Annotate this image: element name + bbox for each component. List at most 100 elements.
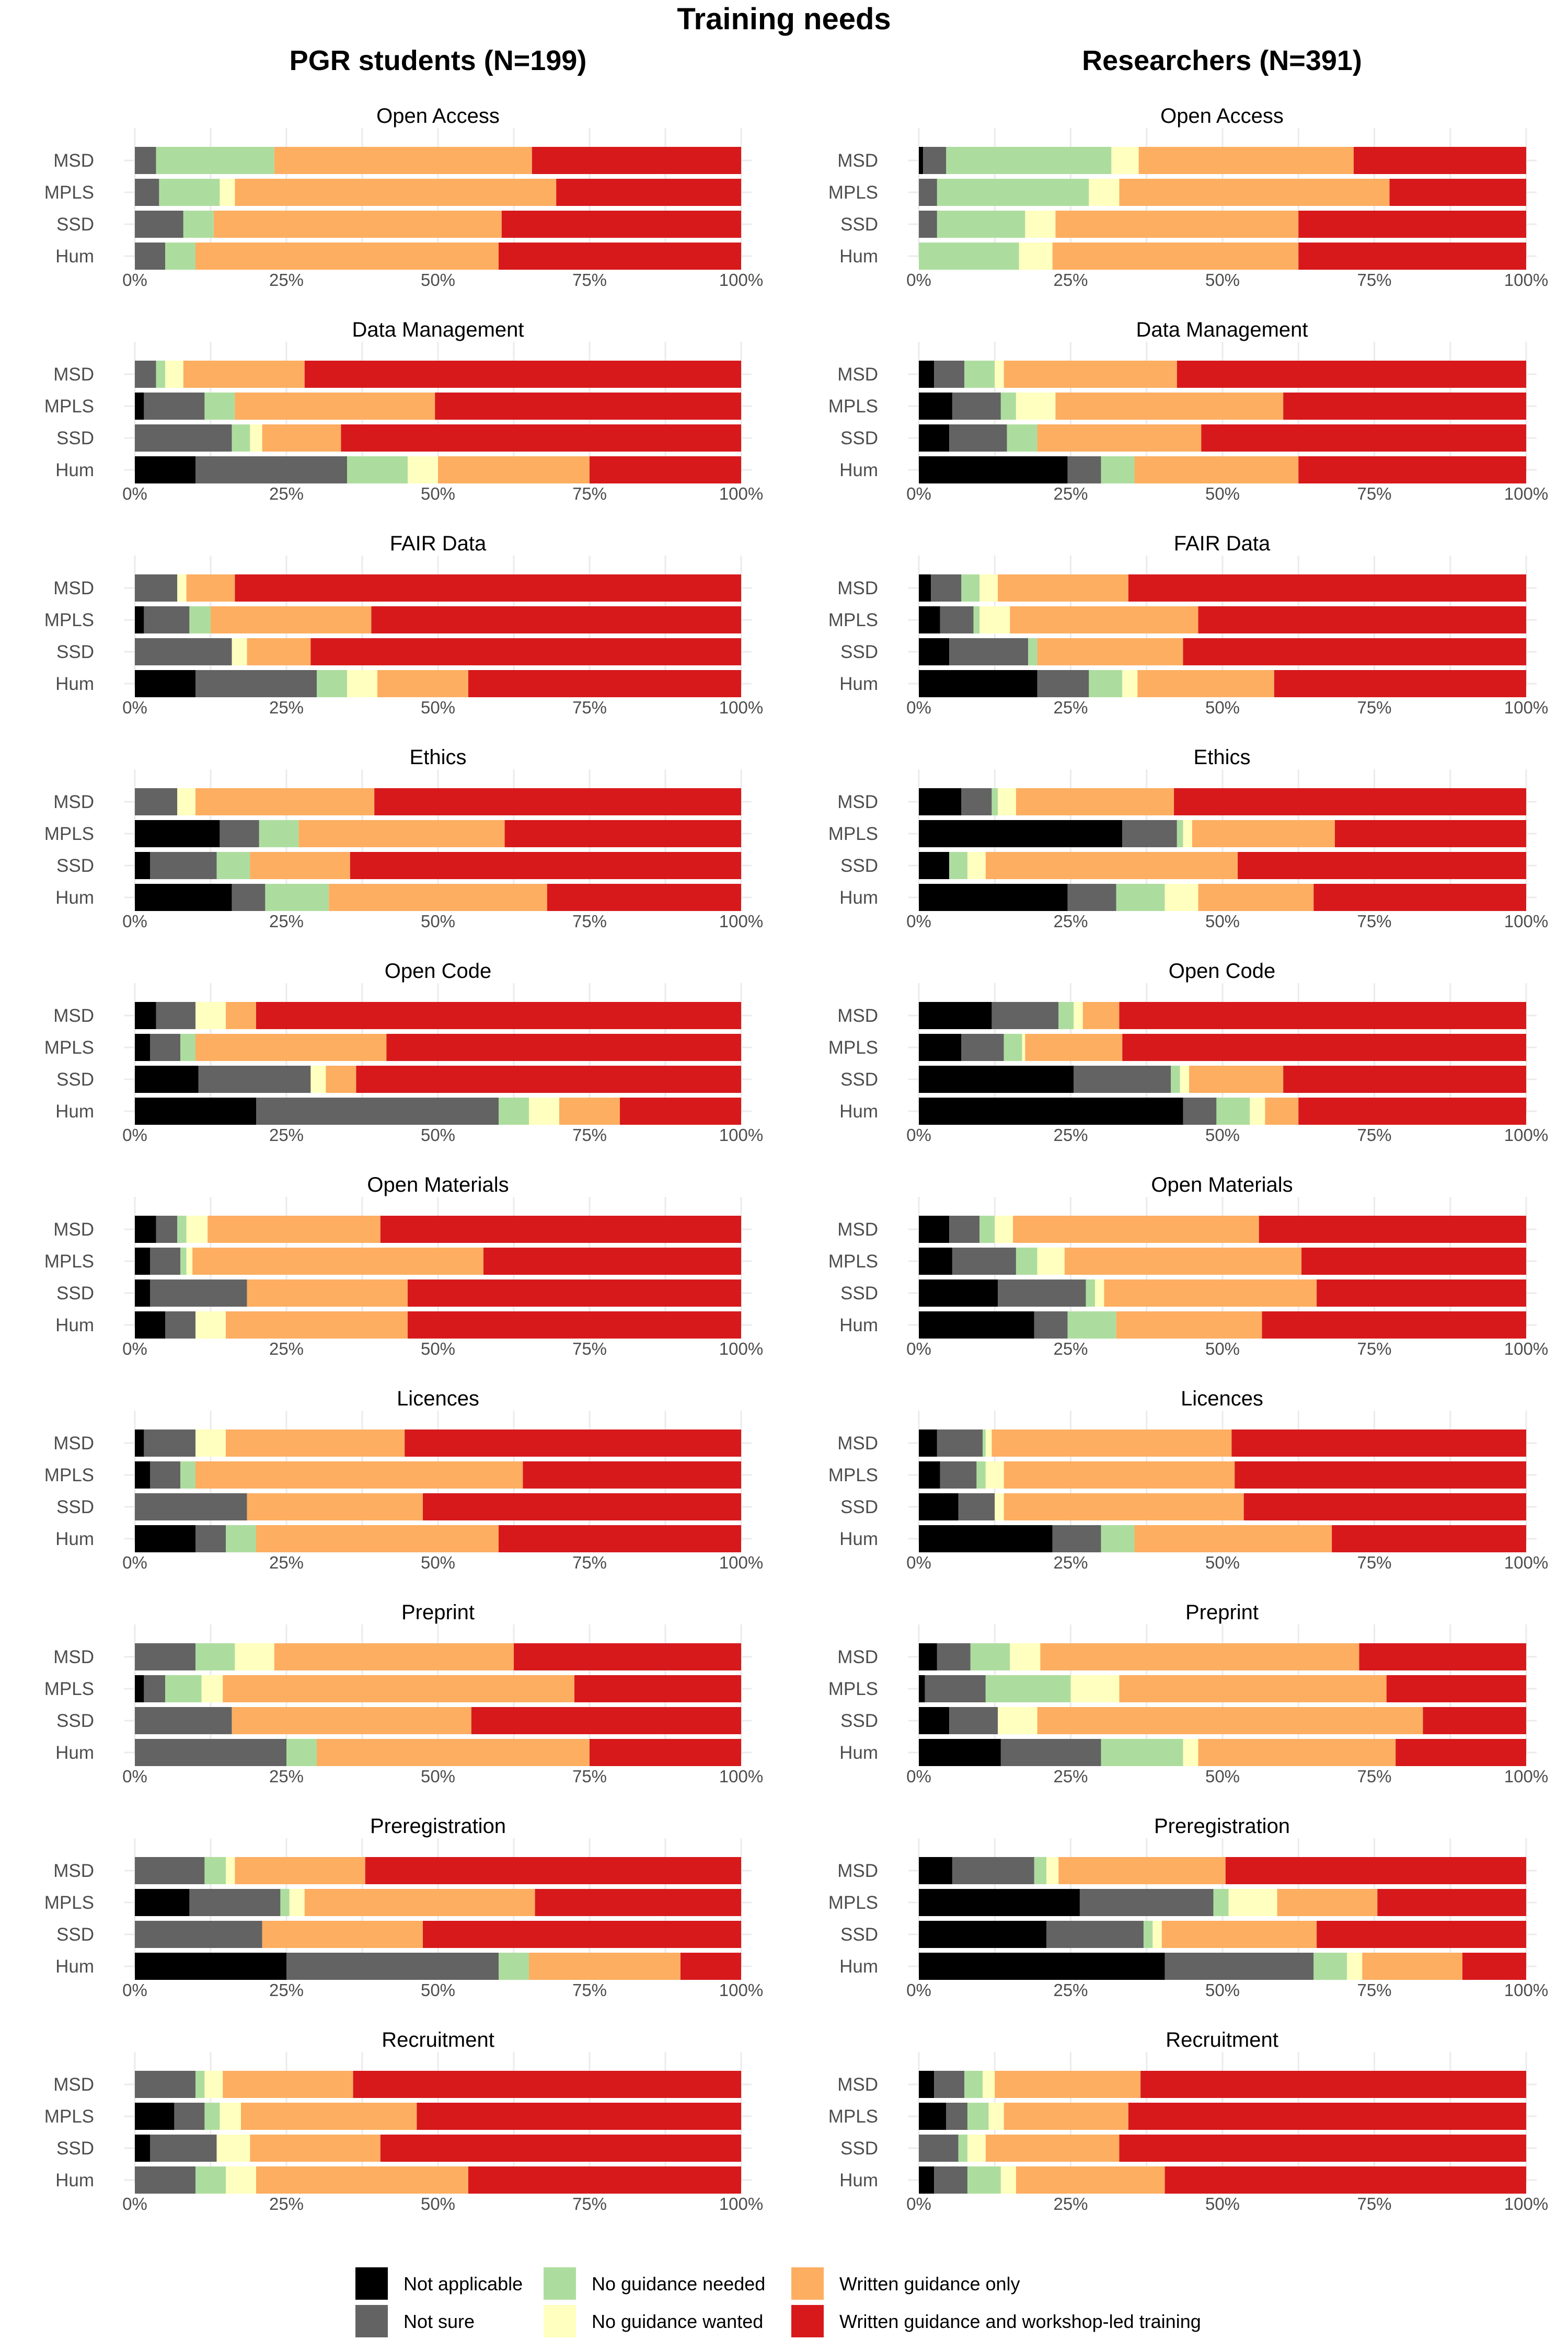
bar-segment bbox=[985, 1675, 1071, 1702]
category-label: MSD bbox=[53, 1433, 94, 1454]
x-tick-label: 25% bbox=[269, 2194, 304, 2213]
bar-segment bbox=[1004, 361, 1177, 388]
bar-segment bbox=[232, 884, 266, 911]
category-label: MSD bbox=[53, 792, 94, 812]
bar-segment bbox=[1128, 574, 1526, 602]
bar-segment bbox=[156, 1216, 178, 1243]
category-label: MPLS bbox=[44, 182, 94, 203]
category-label: MSD bbox=[837, 1647, 878, 1667]
bar-segment bbox=[150, 852, 217, 879]
bar-segment bbox=[156, 1002, 195, 1029]
bar-segment bbox=[220, 820, 259, 847]
bar-segment bbox=[934, 2071, 965, 2098]
panel-title: Ethics bbox=[1194, 746, 1251, 769]
bar-segment bbox=[979, 1216, 995, 1243]
bar-segment bbox=[235, 1857, 365, 1884]
x-tick-label: 100% bbox=[719, 912, 763, 931]
bar-segment bbox=[1058, 1002, 1074, 1029]
bar-segment bbox=[223, 2071, 353, 2098]
panel-title: Preregistration bbox=[1154, 1815, 1290, 1838]
bar-segment bbox=[150, 2135, 217, 2162]
legend-swatch bbox=[544, 2305, 576, 2337]
bar-segment bbox=[144, 1429, 195, 1457]
bar-segment bbox=[232, 638, 247, 665]
bar-segment bbox=[952, 1857, 1034, 1884]
legend: Not applicable Not sure No guidance needed… bbox=[355, 2267, 1201, 2337]
bar-segment bbox=[1055, 393, 1284, 420]
x-tick-label: 50% bbox=[1205, 1125, 1240, 1145]
bar-segment bbox=[1183, 638, 1526, 665]
bar-segment bbox=[1192, 820, 1335, 847]
legend-swatch bbox=[544, 2267, 576, 2300]
bar-segment bbox=[1000, 1739, 1101, 1766]
category-label: MPLS bbox=[828, 1679, 878, 1699]
bar-segment bbox=[195, 788, 375, 815]
legend-label: Not sure bbox=[403, 2311, 475, 2332]
bar-segment bbox=[1353, 147, 1526, 174]
category-label: SSD bbox=[840, 856, 878, 876]
bar-segment bbox=[1119, 1675, 1387, 1702]
category-label: SSD bbox=[840, 1711, 878, 1731]
bar-segment bbox=[365, 1857, 741, 1884]
panel-title: Preregistration bbox=[370, 1815, 506, 1838]
bar-segment bbox=[940, 606, 974, 633]
bar-segment bbox=[408, 456, 438, 483]
bar-segment bbox=[356, 1066, 741, 1093]
bar-segment bbox=[198, 1066, 311, 1093]
bar-segment bbox=[310, 638, 741, 665]
bar-segment bbox=[135, 1857, 205, 1884]
bar-segment bbox=[970, 1643, 1010, 1670]
x-tick-label: 75% bbox=[572, 2194, 607, 2213]
bar-segment bbox=[408, 1311, 741, 1339]
bar-segment bbox=[991, 1002, 1059, 1029]
bar-segment bbox=[135, 1279, 150, 1307]
bar-segment bbox=[919, 1525, 1053, 1552]
bar-segment bbox=[961, 1034, 1004, 1061]
panel: Open Access MSD MPLS SSD Hum 0% 25% 50% 75% 100% bbox=[44, 105, 764, 290]
bar-segment bbox=[946, 147, 1112, 174]
bar-segment bbox=[1055, 211, 1299, 238]
category-label: MSD bbox=[837, 1861, 878, 1881]
bar-segment bbox=[223, 1675, 574, 1702]
bar-segment bbox=[535, 1889, 741, 1916]
x-tick-label: 25% bbox=[1053, 1767, 1088, 1786]
bar-segment bbox=[1116, 884, 1165, 911]
legend-swatch bbox=[791, 2305, 824, 2337]
bar-segment bbox=[1122, 670, 1138, 697]
bar-segment bbox=[919, 1889, 1080, 1916]
legend-label: Written guidance and workshop-led traini… bbox=[839, 2311, 1201, 2332]
bar-segment bbox=[135, 1034, 150, 1061]
bar-segment bbox=[1010, 606, 1198, 633]
panel: Open Access MSD MPLS SSD Hum 0% 25% 50% 75% 100% bbox=[828, 105, 1549, 290]
bar-segment bbox=[1231, 1429, 1526, 1457]
bar-segment bbox=[204, 393, 235, 420]
bar-segment bbox=[952, 1248, 1016, 1275]
bar-segment bbox=[1277, 1889, 1378, 1916]
x-tick-label: 25% bbox=[269, 1553, 304, 1572]
category-label: SSD bbox=[56, 214, 94, 235]
category-label: MSD bbox=[53, 2074, 94, 2095]
bar-segment bbox=[499, 243, 741, 270]
bar-segment bbox=[1128, 2103, 1526, 2130]
bar-segment bbox=[350, 852, 741, 879]
category-label: MSD bbox=[837, 1006, 878, 1026]
bar-segment bbox=[247, 1493, 423, 1520]
bar-segment bbox=[341, 424, 741, 452]
x-tick-label: 25% bbox=[1053, 1553, 1088, 1572]
bar-segment bbox=[919, 1098, 1183, 1125]
bar-segment bbox=[1386, 1675, 1526, 1702]
x-tick-label: 100% bbox=[719, 1553, 763, 1572]
category-label: MPLS bbox=[828, 182, 878, 203]
bar-segment bbox=[937, 179, 1089, 206]
bar-segment bbox=[949, 638, 1029, 665]
bar-segment bbox=[265, 884, 329, 911]
bar-segment bbox=[919, 1429, 937, 1457]
bar-segment bbox=[1022, 1034, 1025, 1061]
bar-segment bbox=[556, 179, 741, 206]
x-tick-label: 25% bbox=[269, 698, 304, 717]
bar-segment bbox=[468, 670, 741, 697]
x-tick-label: 75% bbox=[572, 912, 607, 931]
category-label: Hum bbox=[55, 460, 94, 480]
bar-segment bbox=[135, 852, 150, 879]
bar-segment bbox=[211, 606, 372, 633]
